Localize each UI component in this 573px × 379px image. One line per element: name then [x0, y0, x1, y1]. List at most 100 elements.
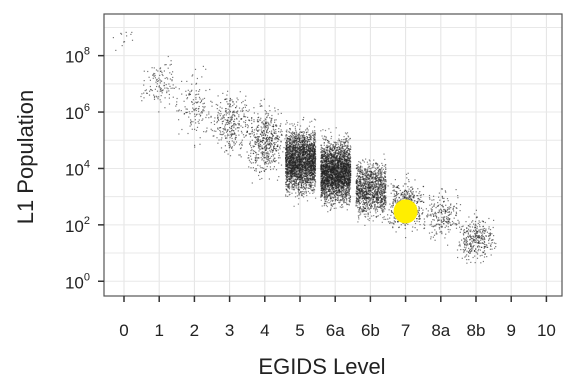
- data-point: [305, 157, 306, 158]
- data-point: [246, 110, 247, 111]
- data-point: [302, 172, 303, 173]
- data-point: [262, 148, 263, 149]
- data-point: [193, 99, 194, 100]
- data-point: [275, 137, 276, 138]
- data-point: [273, 146, 274, 147]
- data-point: [306, 148, 307, 149]
- data-point: [251, 159, 252, 160]
- data-point: [258, 137, 259, 138]
- data-point: [197, 78, 198, 79]
- data-point: [179, 88, 180, 89]
- data-point: [292, 138, 293, 139]
- data-point: [309, 141, 310, 142]
- data-point: [166, 92, 167, 93]
- data-point: [323, 139, 324, 140]
- data-point: [255, 158, 256, 159]
- data-point: [168, 88, 169, 89]
- data-point: [313, 142, 314, 143]
- data-point: [255, 152, 256, 153]
- data-point: [281, 129, 282, 130]
- data-point: [157, 97, 158, 98]
- data-point: [236, 101, 237, 102]
- data-point: [147, 71, 148, 72]
- data-point: [267, 125, 268, 126]
- data-point: [245, 100, 246, 101]
- data-point: [298, 143, 299, 144]
- data-point: [269, 140, 270, 141]
- data-point: [290, 168, 291, 169]
- data-point: [165, 97, 166, 98]
- data-point: [311, 172, 312, 173]
- data-point: [299, 147, 300, 148]
- data-point: [172, 71, 173, 72]
- data-point: [231, 130, 232, 131]
- data-point: [281, 165, 282, 166]
- data-point: [123, 41, 124, 42]
- data-point: [263, 135, 264, 136]
- data-point: [199, 114, 200, 115]
- data-point: [277, 146, 278, 147]
- data-point: [289, 124, 290, 125]
- data-point: [302, 169, 303, 170]
- data-point: [219, 113, 220, 114]
- data-point: [234, 104, 235, 105]
- data-point: [229, 106, 230, 107]
- data-point: [261, 141, 262, 142]
- data-point: [256, 160, 257, 161]
- data-point: [195, 84, 196, 85]
- data-point: [313, 162, 314, 163]
- data-point: [301, 194, 302, 195]
- data-point: [339, 135, 340, 136]
- data-point: [256, 168, 257, 169]
- data-point: [166, 87, 167, 88]
- data-point: [230, 155, 231, 156]
- data-point: [159, 79, 160, 80]
- data-point: [312, 157, 313, 158]
- data-point: [302, 181, 303, 182]
- data-point: [328, 128, 329, 129]
- data-point: [304, 149, 305, 150]
- data-point: [297, 144, 298, 145]
- data-point: [306, 136, 307, 137]
- data-point: [238, 116, 239, 117]
- data-point: [312, 185, 313, 186]
- data-point: [276, 169, 277, 170]
- data-point: [199, 97, 200, 98]
- data-point: [285, 171, 286, 172]
- data-point: [235, 107, 236, 108]
- data-point: [315, 158, 316, 159]
- data-point: [289, 183, 290, 184]
- data-point: [220, 127, 221, 128]
- data-point: [338, 146, 339, 147]
- data-point: [229, 100, 230, 101]
- data-point: [302, 165, 303, 166]
- data-point: [287, 122, 288, 123]
- data-point: [269, 105, 270, 106]
- data-point: [296, 166, 297, 167]
- data-point: [297, 175, 298, 176]
- data-point: [229, 144, 230, 145]
- data-point: [315, 119, 316, 120]
- data-point: [190, 122, 191, 123]
- data-point: [254, 129, 255, 130]
- data-point: [295, 167, 296, 168]
- data-point: [269, 131, 270, 132]
- data-point: [293, 141, 294, 142]
- data-point: [261, 171, 262, 172]
- data-point: [230, 131, 231, 132]
- data-point: [238, 114, 239, 115]
- data-point: [269, 153, 270, 154]
- data-point: [295, 175, 296, 176]
- data-point: [294, 145, 295, 146]
- data-point: [228, 122, 229, 123]
- data-point: [287, 172, 288, 173]
- data-point: [251, 117, 252, 118]
- data-point: [306, 195, 307, 196]
- data-point: [232, 115, 233, 116]
- data-point: [233, 127, 234, 128]
- data-point: [289, 128, 290, 129]
- data-point: [154, 73, 155, 74]
- data-point: [229, 145, 230, 146]
- data-point: [260, 146, 261, 147]
- data-point: [203, 131, 204, 132]
